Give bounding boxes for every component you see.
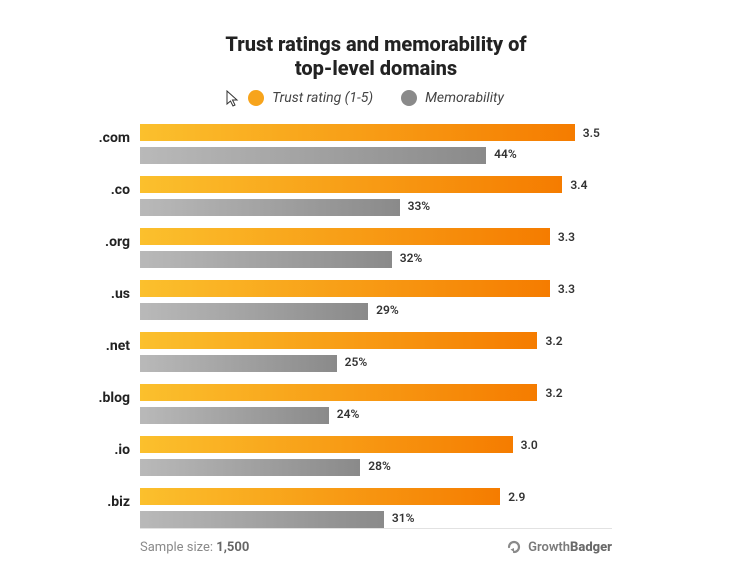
memorability-value: 32%: [400, 251, 423, 265]
chart-rows: .com3.544%.co3.433%.org3.332%.us3.329%.n…: [140, 124, 612, 526]
brand-icon: [506, 539, 522, 555]
title-line-1: Trust ratings and memorability of: [225, 32, 526, 56]
memorability-value: 28%: [368, 459, 391, 473]
trust-value: 3.3: [558, 230, 575, 244]
trust-value: 3.5: [583, 126, 600, 140]
trust-bar: [140, 332, 537, 349]
chart-container: Trust ratings and memorability of top-le…: [140, 32, 612, 526]
sample-size: Sample size: 1,500: [140, 540, 249, 555]
memorability-bar: [140, 251, 392, 268]
legend-trust-swatch: [248, 90, 264, 106]
chart-row: .us3.329%: [140, 280, 612, 318]
sample-label: Sample size:: [140, 540, 213, 555]
trust-bar: [140, 384, 537, 401]
memorability-value: 31%: [392, 511, 415, 525]
category-label: .us: [50, 286, 130, 302]
category-label: .co: [50, 182, 130, 198]
legend-mem-label: Memorability: [425, 90, 504, 106]
chart-row: .co3.433%: [140, 176, 612, 214]
chart-row: .biz2.931%: [140, 488, 612, 526]
memorability-value: 25%: [345, 355, 368, 369]
legend-mem-swatch: [401, 90, 417, 106]
legend-trust-label: Trust rating (1-5): [272, 90, 373, 106]
memorability-value: 33%: [408, 199, 431, 213]
memorability-bar: [140, 459, 360, 476]
chart-title: Trust ratings and memorability of top-le…: [140, 32, 612, 80]
legend: Trust rating (1-5) Memorability: [140, 90, 612, 106]
brand-text: GrowthBadger: [528, 540, 612, 555]
memorability-bar: [140, 303, 368, 320]
memorability-bar: [140, 355, 337, 372]
trust-bar: [140, 436, 513, 453]
trust-bar: [140, 488, 500, 505]
trust-value: 3.0: [521, 438, 538, 452]
trust-value: 3.2: [545, 334, 562, 348]
category-label: .blog: [50, 390, 130, 406]
memorability-bar: [140, 199, 400, 216]
chart-row: .org3.332%: [140, 228, 612, 266]
category-label: .org: [50, 234, 130, 250]
chart-row: .blog3.224%: [140, 384, 612, 422]
memorability-value: 24%: [337, 407, 360, 421]
trust-value: 3.2: [545, 386, 562, 400]
trust-bar: [140, 280, 550, 297]
legend-trust: Trust rating (1-5): [248, 90, 373, 106]
brand-suffix: Badger: [570, 540, 612, 555]
category-label: .net: [50, 338, 130, 354]
chart-footer: Sample size: 1,500 GrowthBadger: [140, 528, 612, 555]
trust-value: 3.3: [558, 282, 575, 296]
sample-value: 1,500: [216, 540, 249, 555]
chart-row: .com3.544%: [140, 124, 612, 162]
category-label: .biz: [50, 494, 130, 510]
brand: GrowthBadger: [506, 539, 612, 555]
trust-value: 2.9: [508, 490, 525, 504]
memorability-value: 44%: [494, 147, 517, 161]
memorability-bar: [140, 511, 384, 528]
memorability-value: 29%: [376, 303, 399, 317]
trust-value: 3.4: [570, 178, 587, 192]
memorability-bar: [140, 407, 329, 424]
trust-bar: [140, 228, 550, 245]
brand-prefix: Growth: [528, 540, 570, 555]
trust-bar: [140, 176, 562, 193]
title-line-2: top-level domains: [295, 56, 457, 80]
legend-mem: Memorability: [401, 90, 504, 106]
category-label: .com: [50, 130, 130, 146]
trust-bar: [140, 124, 575, 141]
chart-row: .io3.028%: [140, 436, 612, 474]
chart-row: .net3.225%: [140, 332, 612, 370]
memorability-bar: [140, 147, 486, 164]
category-label: .io: [50, 442, 130, 458]
